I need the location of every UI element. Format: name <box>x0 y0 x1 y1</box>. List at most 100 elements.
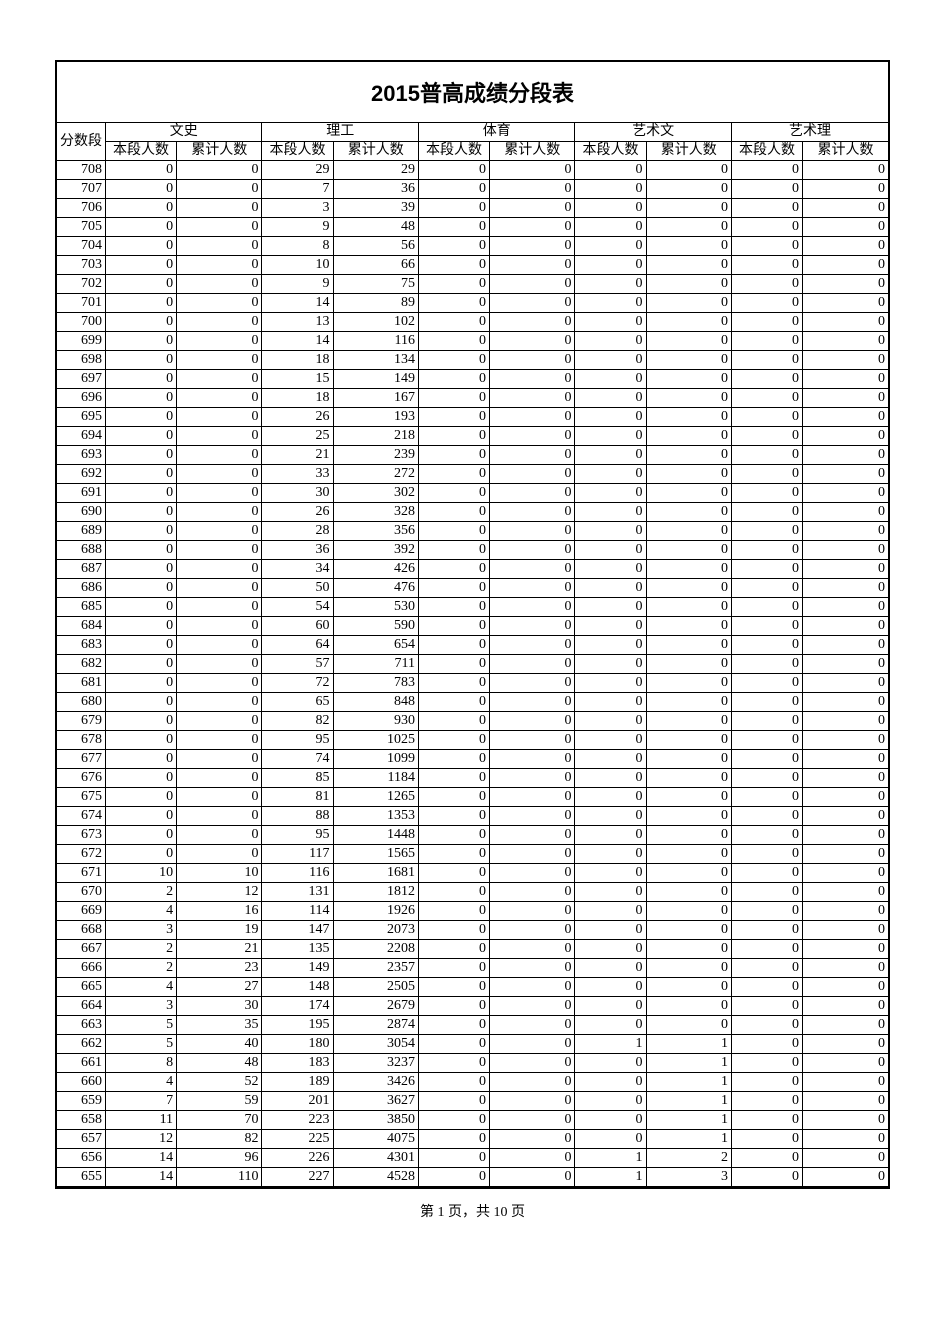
cell-value: 0 <box>575 370 646 389</box>
cell-score: 661 <box>57 1054 106 1073</box>
cell-value: 14 <box>262 332 333 351</box>
cell-value: 0 <box>490 199 575 218</box>
cell-value: 0 <box>418 712 489 731</box>
cell-value: 33 <box>262 465 333 484</box>
cell-value: 0 <box>646 275 731 294</box>
cell-value: 50 <box>262 579 333 598</box>
cell-value: 195 <box>262 1016 333 1035</box>
cell-value: 0 <box>731 655 802 674</box>
cell-value: 0 <box>803 427 889 446</box>
cell-value: 0 <box>803 883 889 902</box>
cell-value: 1448 <box>333 826 418 845</box>
cell-value: 35 <box>177 1016 262 1035</box>
cell-value: 0 <box>803 294 889 313</box>
cell-value: 0 <box>803 218 889 237</box>
cell-value: 189 <box>262 1073 333 1092</box>
cell-value: 239 <box>333 446 418 465</box>
cell-value: 30 <box>177 997 262 1016</box>
cell-value: 0 <box>803 674 889 693</box>
table-row: 6830064654000000 <box>57 636 888 655</box>
cell-value: 0 <box>418 788 489 807</box>
cell-score: 688 <box>57 541 106 560</box>
cell-value: 70 <box>177 1111 262 1130</box>
cell-value: 1681 <box>333 864 418 883</box>
cell-value: 56 <box>333 237 418 256</box>
cell-value: 0 <box>490 332 575 351</box>
cell-value: 0 <box>106 712 177 731</box>
cell-value: 21 <box>177 940 262 959</box>
score-table: 分数段 文史 理工 体育 艺术文 艺术理 本段人数累计人数本段人数累计人数本段人… <box>57 123 888 1187</box>
cell-value: 0 <box>418 807 489 826</box>
cell-value: 0 <box>490 1054 575 1073</box>
cell-value: 0 <box>803 940 889 959</box>
cell-score: 659 <box>57 1092 106 1111</box>
table-row: 703001066000000 <box>57 256 888 275</box>
cell-value: 2 <box>106 883 177 902</box>
cell-score: 694 <box>57 427 106 446</box>
cell-value: 3 <box>106 997 177 1016</box>
cell-value: 0 <box>731 522 802 541</box>
cell-value: 0 <box>803 902 889 921</box>
cell-value: 0 <box>490 560 575 579</box>
table-row: 6604521893426000100 <box>57 1073 888 1092</box>
cell-value: 54 <box>262 598 333 617</box>
cell-value: 0 <box>490 579 575 598</box>
cell-value: 0 <box>803 1168 889 1187</box>
cell-value: 11 <box>106 1111 177 1130</box>
cell-value: 0 <box>803 180 889 199</box>
cell-value: 36 <box>333 180 418 199</box>
cell-value: 0 <box>490 1016 575 1035</box>
cell-value: 149 <box>333 370 418 389</box>
cell-value: 0 <box>106 617 177 636</box>
cell-value: 0 <box>106 845 177 864</box>
cell-value: 0 <box>575 617 646 636</box>
header-group-0: 文史 <box>106 123 262 142</box>
cell-value: 60 <box>262 617 333 636</box>
cell-value: 114 <box>262 902 333 921</box>
cell-value: 135 <box>262 940 333 959</box>
cell-score: 704 <box>57 237 106 256</box>
cell-score: 675 <box>57 788 106 807</box>
cell-value: 201 <box>262 1092 333 1111</box>
cell-value: 3237 <box>333 1054 418 1073</box>
cell-value: 654 <box>333 636 418 655</box>
cell-value: 0 <box>418 313 489 332</box>
cell-score: 672 <box>57 845 106 864</box>
cell-value: 0 <box>803 465 889 484</box>
cell-value: 1 <box>646 1073 731 1092</box>
cell-value: 2679 <box>333 997 418 1016</box>
cell-value: 0 <box>106 674 177 693</box>
cell-value: 1 <box>575 1035 646 1054</box>
cell-value: 0 <box>106 275 177 294</box>
cell-value: 0 <box>575 788 646 807</box>
cell-value: 27 <box>177 978 262 997</box>
cell-value: 0 <box>106 769 177 788</box>
cell-score: 684 <box>57 617 106 636</box>
cell-value: 0 <box>575 655 646 674</box>
cell-score: 708 <box>57 161 106 180</box>
cell-value: 0 <box>490 484 575 503</box>
table-row: 67800951025000000 <box>57 731 888 750</box>
cell-value: 0 <box>731 712 802 731</box>
cell-value: 0 <box>106 560 177 579</box>
cell-value: 0 <box>646 370 731 389</box>
table-row: 672001171565000000 <box>57 845 888 864</box>
cell-value: 0 <box>575 883 646 902</box>
cell-value: 0 <box>803 1130 889 1149</box>
subheader-count: 本段人数 <box>575 142 646 161</box>
cell-value: 0 <box>646 845 731 864</box>
cell-value: 0 <box>731 883 802 902</box>
cell-value: 476 <box>333 579 418 598</box>
cell-value: 0 <box>177 408 262 427</box>
cell-value: 81 <box>262 788 333 807</box>
cell-value: 590 <box>333 617 418 636</box>
cell-value: 0 <box>803 807 889 826</box>
cell-value: 102 <box>333 313 418 332</box>
table-row: 6920033272000000 <box>57 465 888 484</box>
cell-value: 1184 <box>333 769 418 788</box>
header-group-3: 艺术文 <box>575 123 731 142</box>
table-row: 70500948000000 <box>57 218 888 237</box>
cell-score: 682 <box>57 655 106 674</box>
cell-value: 117 <box>262 845 333 864</box>
cell-score: 691 <box>57 484 106 503</box>
